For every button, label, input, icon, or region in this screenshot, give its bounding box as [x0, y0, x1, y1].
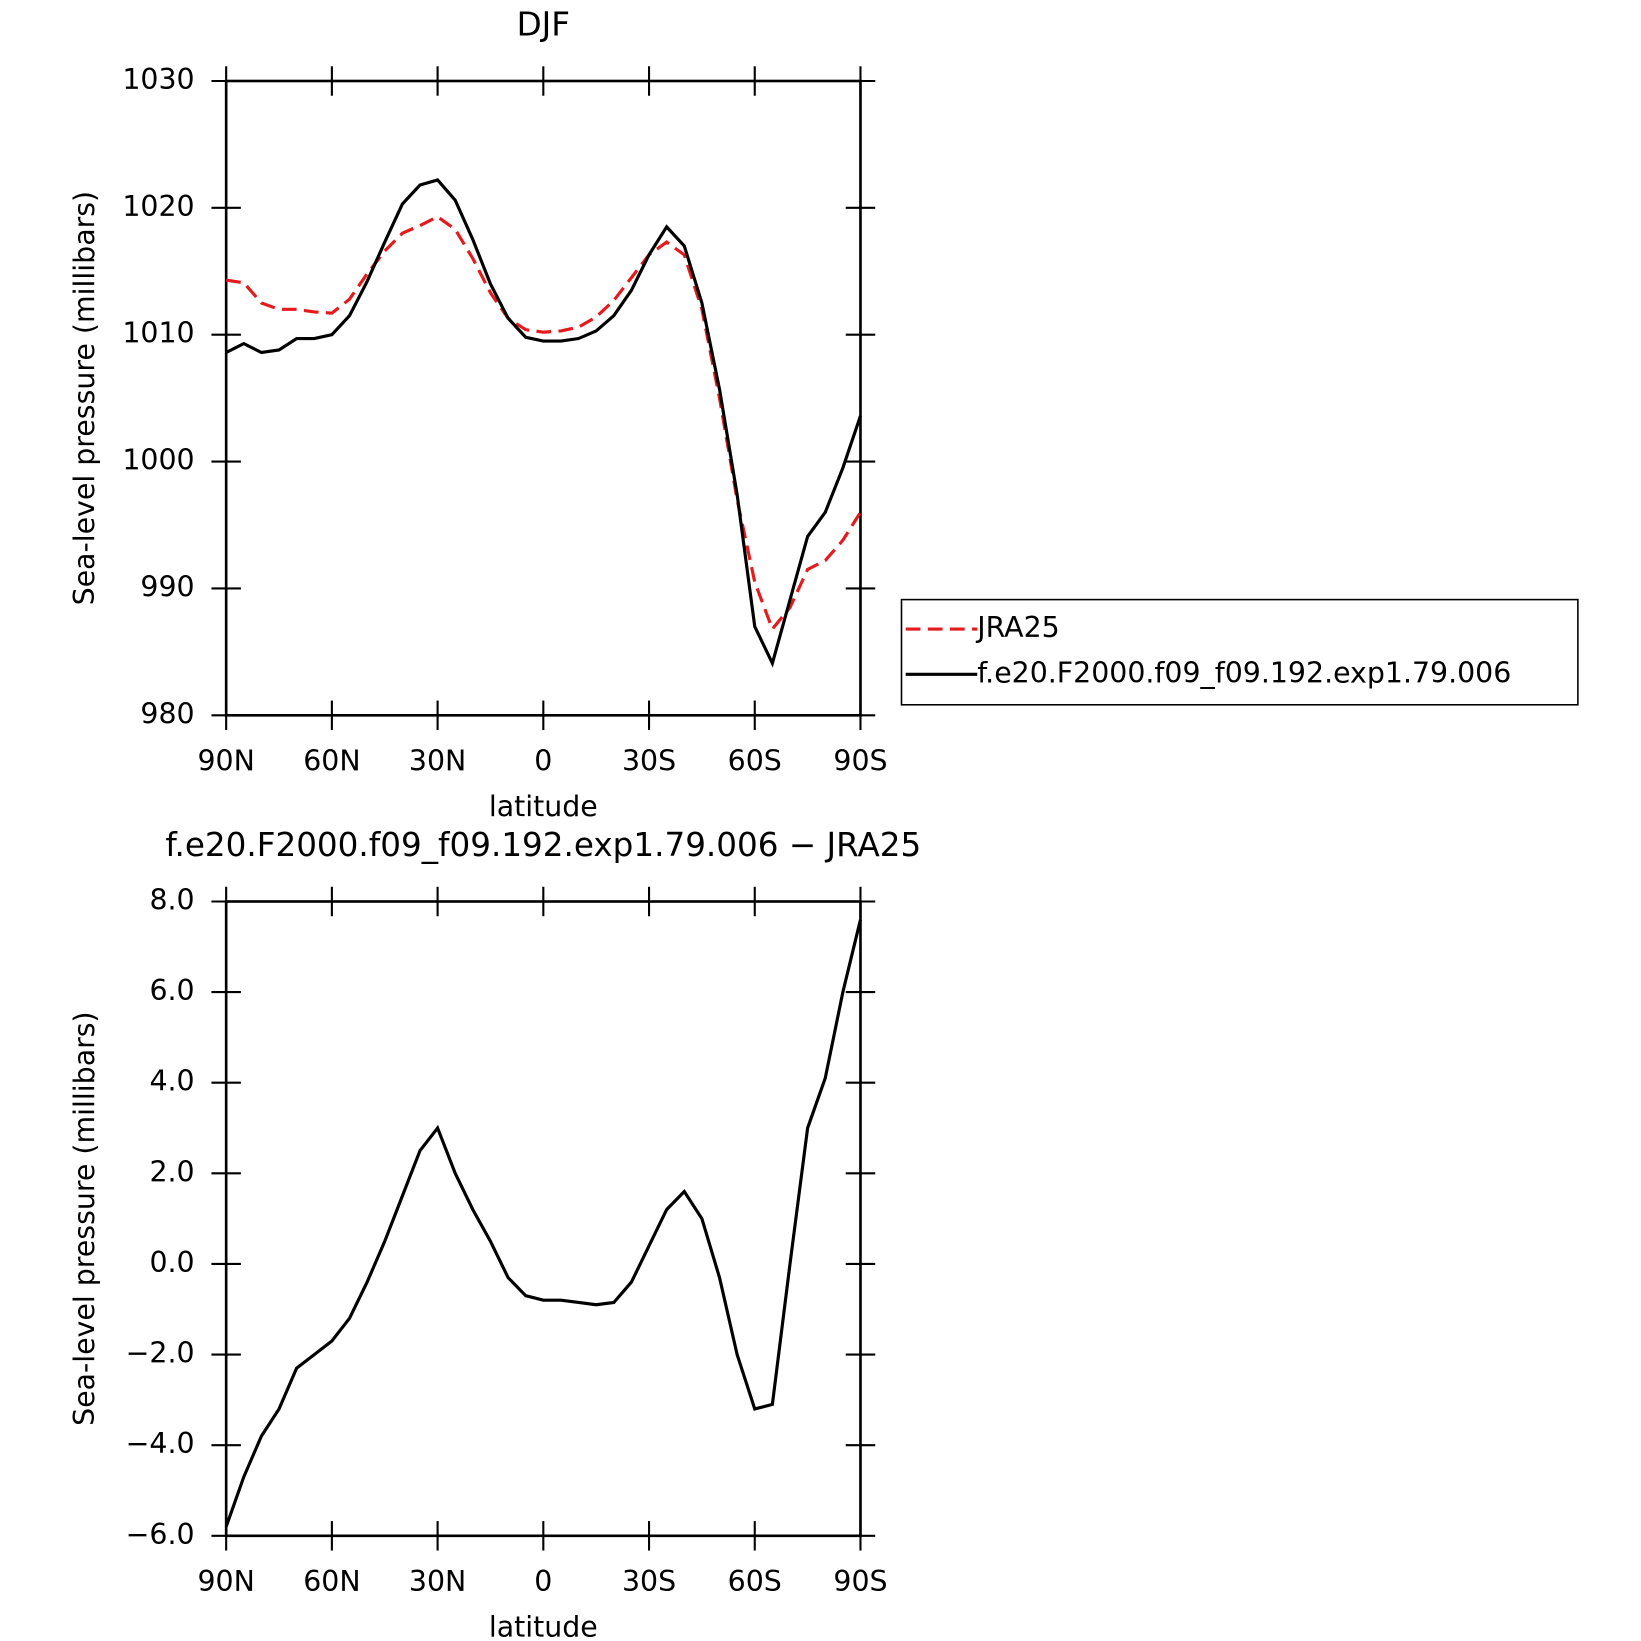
y-tick-label: 980	[140, 697, 194, 730]
y-tick-label: 990	[140, 570, 194, 603]
x-tick-label: 0	[534, 745, 552, 778]
x-tick-label: 90N	[197, 1565, 254, 1598]
x-tick-label: 90N	[197, 745, 254, 778]
data-line	[225, 214, 862, 633]
x-tick-label: 30N	[409, 745, 466, 778]
x-tick-label: 60S	[728, 1565, 782, 1598]
y-tick-label: −6.0	[126, 1518, 195, 1551]
y-tick-label: 4.0	[149, 1065, 194, 1098]
x-tick-label: 0	[534, 1565, 552, 1598]
legend-label: f.e20.F2000.f09_f09.192.exp1.79.006	[977, 656, 1511, 689]
y-tick-label: 6.0	[149, 974, 194, 1007]
y-tick-label: 8.0	[149, 883, 194, 916]
x-axis-label: latitude	[489, 1610, 598, 1641]
y-tick-label: 1000	[122, 444, 194, 477]
y-tick-label: −2.0	[126, 1337, 195, 1370]
x-tick-label: 90S	[833, 1565, 887, 1598]
x-tick-label: 30N	[409, 1565, 466, 1598]
y-tick-label: 0.0	[149, 1246, 194, 1279]
chart-title: f.e20.F2000.f09_f09.192.exp1.79.006 − JR…	[165, 826, 921, 864]
legend-label: JRA25	[975, 611, 1060, 644]
x-tick-label: 30S	[622, 745, 676, 778]
x-tick-label: 60N	[303, 745, 360, 778]
x-axis-label: latitude	[489, 790, 598, 823]
data-line	[225, 178, 862, 668]
x-tick-label: 60N	[303, 1565, 360, 1598]
plot-frame	[224, 79, 862, 717]
y-tick-label: 1020	[122, 190, 194, 223]
chart-title: DJF	[517, 5, 570, 43]
y-tick-label: 1030	[122, 63, 194, 96]
legend-box	[900, 598, 1579, 706]
y-axis-label: Sea-level pressure (millibars)	[68, 1011, 101, 1426]
plot-frame	[224, 900, 862, 1538]
y-axis-label: Sea-level pressure (millibars)	[68, 191, 101, 606]
x-tick-label: 30S	[622, 1565, 676, 1598]
x-tick-label: 60S	[728, 745, 782, 778]
data-line	[224, 919, 863, 1528]
y-tick-label: 2.0	[149, 1155, 194, 1188]
y-tick-label: 1010	[122, 317, 194, 350]
y-tick-label: −4.0	[126, 1427, 195, 1460]
x-tick-label: 90S	[833, 745, 887, 778]
